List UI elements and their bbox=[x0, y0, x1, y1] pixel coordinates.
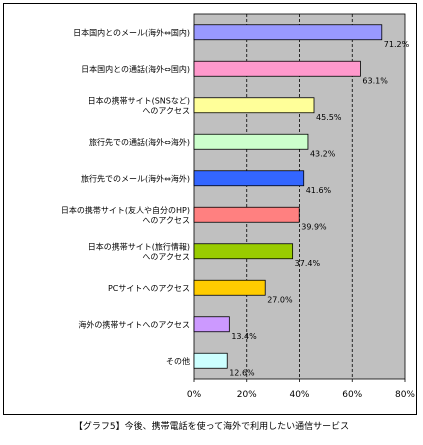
value-label: 45.5% bbox=[316, 113, 342, 122]
bar bbox=[193, 279, 266, 296]
category-label: 日本の携帯サイト(旅行情報) bbox=[88, 241, 190, 251]
value-label: 37.4% bbox=[295, 259, 321, 268]
bar-chart: 日本国内とのメール(海外⇔国内) 日本国内との通話(海外⇔国内) 日本の携帯サイト(… bbox=[61, 13, 415, 400]
x-axis-ticks: 0% 20% 40% 60% 80% bbox=[187, 379, 415, 400]
value-label: 71.2% bbox=[384, 40, 410, 49]
tick-label: 80% bbox=[395, 390, 415, 400]
chart-frame: 日本国内とのメール(海外⇔国内) 日本国内との通話(海外⇔国内) 日本の携帯サイト(… bbox=[3, 3, 417, 415]
category-label: へのアクセス bbox=[142, 106, 190, 115]
bar bbox=[193, 24, 383, 41]
value-label: 27.0% bbox=[267, 295, 293, 304]
category-label: 日本の携帯サイト(SNSなど) bbox=[88, 95, 190, 105]
category-label: 旅行先でのメール(海外⇔海外) bbox=[81, 173, 190, 183]
category-label: PCサイトへのアクセス bbox=[108, 284, 190, 293]
value-label: 13.4% bbox=[231, 332, 257, 341]
bar bbox=[193, 97, 315, 114]
category-label: 海外の携帯サイトへのアクセス bbox=[78, 319, 190, 329]
tick-label: 20% bbox=[237, 390, 257, 400]
bar bbox=[193, 206, 300, 223]
bar bbox=[193, 316, 230, 333]
value-labels: 71.2% 63.1% 45.5% 43.2% 41.6% 39.9% 37.4% 27.0%… bbox=[229, 40, 409, 378]
tick-label: 40% bbox=[289, 390, 309, 400]
tick-label: 60% bbox=[342, 390, 362, 400]
category-label: 日本国内とのメール(海外⇔国内) bbox=[73, 27, 190, 37]
bar bbox=[193, 352, 228, 369]
value-label: 63.1% bbox=[362, 76, 388, 85]
bar bbox=[193, 170, 305, 187]
bar bbox=[193, 243, 294, 260]
bar bbox=[193, 133, 309, 150]
value-label: 39.9% bbox=[301, 222, 327, 231]
tick-label: 0% bbox=[187, 390, 202, 400]
value-label: 12.6% bbox=[229, 368, 255, 377]
category-label: その他 bbox=[166, 356, 190, 366]
category-labels: 日本国内とのメール(海外⇔国内) 日本国内との通話(海外⇔国内) 日本の携帯サイト(… bbox=[61, 27, 190, 366]
value-label: 43.2% bbox=[310, 149, 336, 158]
bars bbox=[193, 24, 383, 369]
category-label: 旅行先での通話(海外⇔海外) bbox=[89, 137, 190, 147]
chart-caption: 【グラフ5】今後、携帯電話を使って海外で利用したい通信サービス bbox=[73, 422, 350, 432]
value-label: 41.6% bbox=[306, 186, 332, 195]
category-label: 日本の携帯サイト(友人や自分のHP) bbox=[61, 205, 190, 215]
category-label: へのアクセス bbox=[142, 252, 190, 261]
category-label: へのアクセス bbox=[142, 216, 190, 225]
category-label: 日本国内との通話(海外⇔国内) bbox=[81, 64, 190, 74]
bar bbox=[193, 60, 361, 77]
